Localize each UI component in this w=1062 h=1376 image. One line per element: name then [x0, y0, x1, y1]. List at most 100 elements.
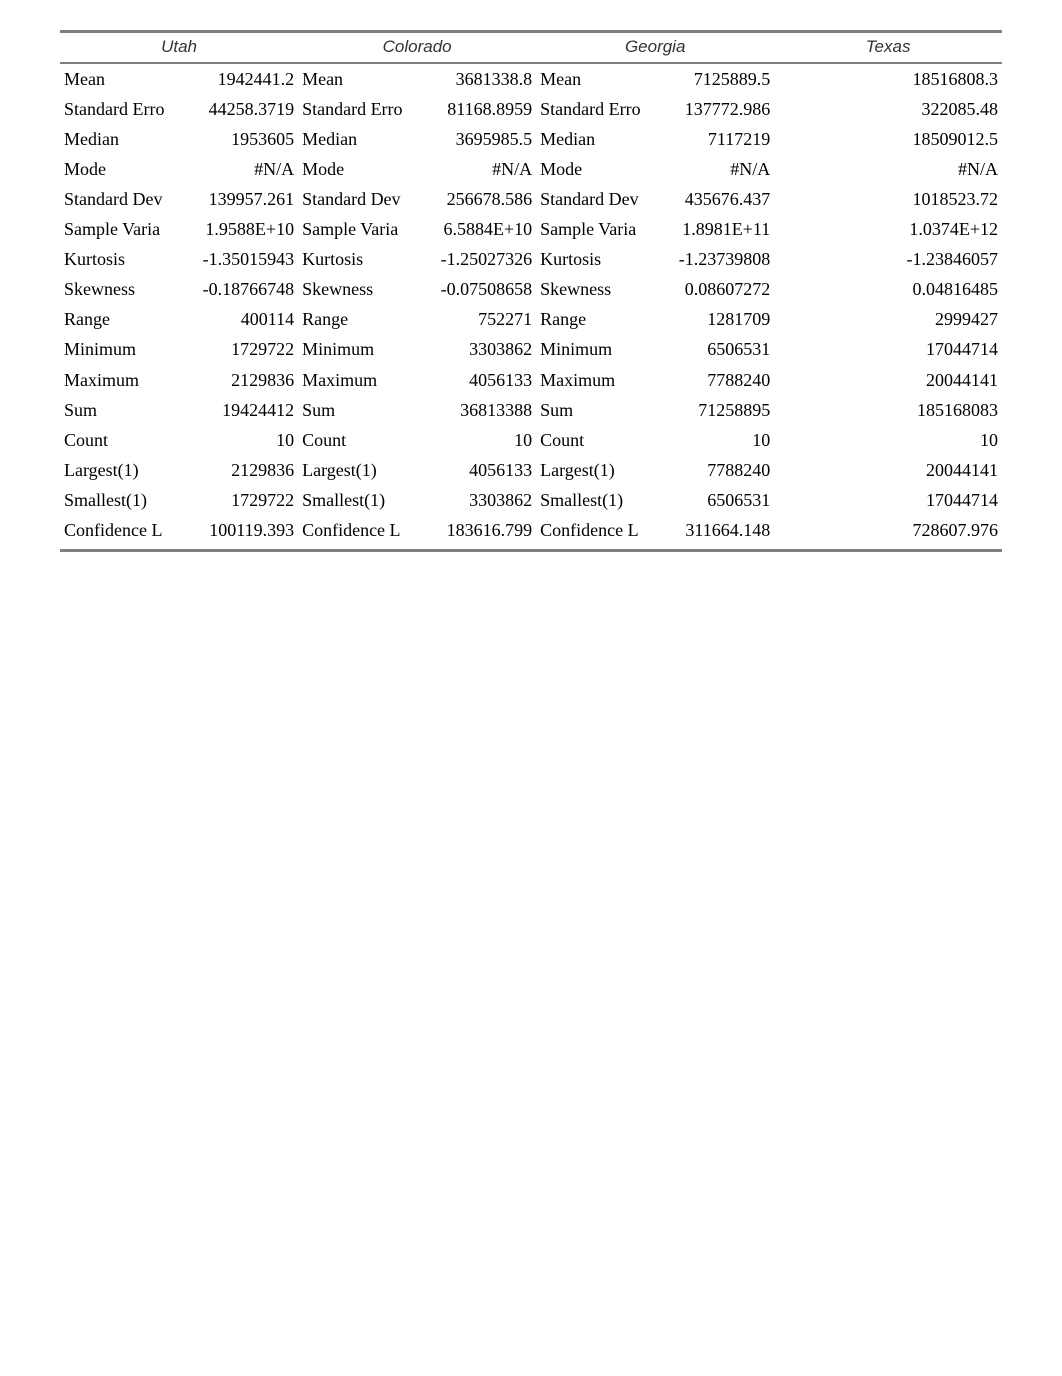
table-row: Median1953605Median3695985.5Median711721… — [60, 124, 1002, 154]
metric-label: Largest(1) — [60, 455, 174, 485]
metric-label: Count — [60, 425, 174, 455]
table-row: Skewness-0.18766748Skewness-0.07508658Sk… — [60, 274, 1002, 304]
metric-label: Skewness — [536, 274, 650, 304]
column-header-georgia: Georgia — [536, 32, 774, 63]
metric-label: Mode — [536, 154, 650, 184]
metric-label: Standard Dev — [60, 184, 174, 214]
table-row: Standard Dev139957.261Standard Dev256678… — [60, 184, 1002, 214]
metric-value: 7788240 — [650, 365, 774, 395]
metric-value: 19424412 — [174, 395, 298, 425]
metric-value: 1729722 — [174, 334, 298, 364]
metric-value: -1.25027326 — [412, 244, 536, 274]
table-row: Sum19424412Sum36813388Sum712588951851680… — [60, 395, 1002, 425]
metric-label: Smallest(1) — [536, 485, 650, 515]
metric-label: Range — [60, 304, 174, 334]
metric-value: 18516808.3 — [774, 63, 1002, 94]
table-row: Smallest(1)1729722Smallest(1)3303862Smal… — [60, 485, 1002, 515]
metric-value: 139957.261 — [174, 184, 298, 214]
metric-value: 3681338.8 — [412, 63, 536, 94]
metric-value: -0.07508658 — [412, 274, 536, 304]
metric-value: 6.5884E+10 — [412, 214, 536, 244]
metric-label: Minimum — [60, 334, 174, 364]
metric-value: 20044141 — [774, 455, 1002, 485]
metric-label: Largest(1) — [536, 455, 650, 485]
metric-label: Count — [536, 425, 650, 455]
metric-value: 81168.8959 — [412, 94, 536, 124]
column-header-utah: Utah — [60, 32, 298, 63]
table-row: Count10Count10Count1010 — [60, 425, 1002, 455]
metric-label: Mode — [298, 154, 412, 184]
table-row: Confidence L100119.393Confidence L183616… — [60, 515, 1002, 551]
metric-value: -1.35015943 — [174, 244, 298, 274]
table-row: Minimum1729722Minimum3303862Minimum65065… — [60, 334, 1002, 364]
metric-value: 2129836 — [174, 365, 298, 395]
metric-label: Smallest(1) — [298, 485, 412, 515]
metric-value: 1.0374E+12 — [774, 214, 1002, 244]
metric-label: Kurtosis — [536, 244, 650, 274]
spreadsheet-view: Utah Colorado Georgia Texas Mean1942441.… — [0, 0, 1062, 582]
metric-value: 435676.437 — [650, 184, 774, 214]
metric-value: 3303862 — [412, 485, 536, 515]
metric-value: #N/A — [174, 154, 298, 184]
metric-label: Sum — [298, 395, 412, 425]
column-header-colorado: Colorado — [298, 32, 536, 63]
metric-value: 183616.799 — [412, 515, 536, 551]
metric-label: Standard Dev — [298, 184, 412, 214]
metric-value: 20044141 — [774, 365, 1002, 395]
metric-value: 17044714 — [774, 485, 1002, 515]
table-row: Kurtosis-1.35015943Kurtosis-1.25027326Ku… — [60, 244, 1002, 274]
metric-label: Standard Erro — [60, 94, 174, 124]
metric-value: 18509012.5 — [774, 124, 1002, 154]
metric-label: Mode — [60, 154, 174, 184]
metric-value: 1281709 — [650, 304, 774, 334]
metric-value: -0.18766748 — [174, 274, 298, 304]
metric-value: 752271 — [412, 304, 536, 334]
metric-label: Kurtosis — [60, 244, 174, 274]
metric-label: Sum — [60, 395, 174, 425]
metric-label: Kurtosis — [298, 244, 412, 274]
metric-value: #N/A — [412, 154, 536, 184]
metric-value: 1942441.2 — [174, 63, 298, 94]
table-row: Mean1942441.2Mean3681338.8Mean7125889.51… — [60, 63, 1002, 94]
metric-label: Skewness — [60, 274, 174, 304]
table-row: Mode#N/AMode#N/AMode#N/A#N/A — [60, 154, 1002, 184]
metric-label: Standard Dev — [536, 184, 650, 214]
metric-label: Smallest(1) — [60, 485, 174, 515]
metric-value: 36813388 — [412, 395, 536, 425]
metric-label: Standard Erro — [536, 94, 650, 124]
metric-value: 10 — [412, 425, 536, 455]
metric-label: Count — [298, 425, 412, 455]
metric-value: -1.23739808 — [650, 244, 774, 274]
metric-label: Median — [60, 124, 174, 154]
metric-label: Mean — [536, 63, 650, 94]
metric-value: 137772.986 — [650, 94, 774, 124]
table-header: Utah Colorado Georgia Texas — [60, 32, 1002, 63]
metric-value: 1.9588E+10 — [174, 214, 298, 244]
metric-value: 728607.976 — [774, 515, 1002, 551]
metric-label: Standard Erro — [298, 94, 412, 124]
metric-value: 0.08607272 — [650, 274, 774, 304]
metric-label: Maximum — [60, 365, 174, 395]
metric-value: 2129836 — [174, 455, 298, 485]
metric-value: 44258.3719 — [174, 94, 298, 124]
metric-value: 10 — [774, 425, 1002, 455]
metric-value: 10 — [650, 425, 774, 455]
metric-label: Confidence L — [60, 515, 174, 551]
metric-value: #N/A — [650, 154, 774, 184]
metric-value: 1953605 — [174, 124, 298, 154]
metric-label: Sum — [536, 395, 650, 425]
metric-label: Mean — [60, 63, 174, 94]
descriptive-statistics-table: Utah Colorado Georgia Texas Mean1942441.… — [60, 30, 1002, 552]
metric-value: 6506531 — [650, 485, 774, 515]
metric-value: 185168083 — [774, 395, 1002, 425]
metric-label: Skewness — [298, 274, 412, 304]
metric-value: 400114 — [174, 304, 298, 334]
metric-value: 7788240 — [650, 455, 774, 485]
metric-label: Confidence L — [298, 515, 412, 551]
table-row: Largest(1)2129836Largest(1)4056133Larges… — [60, 455, 1002, 485]
metric-value: 322085.48 — [774, 94, 1002, 124]
metric-label: Range — [298, 304, 412, 334]
metric-label: Maximum — [298, 365, 412, 395]
metric-value: 311664.148 — [650, 515, 774, 551]
header-row: Utah Colorado Georgia Texas — [60, 32, 1002, 63]
